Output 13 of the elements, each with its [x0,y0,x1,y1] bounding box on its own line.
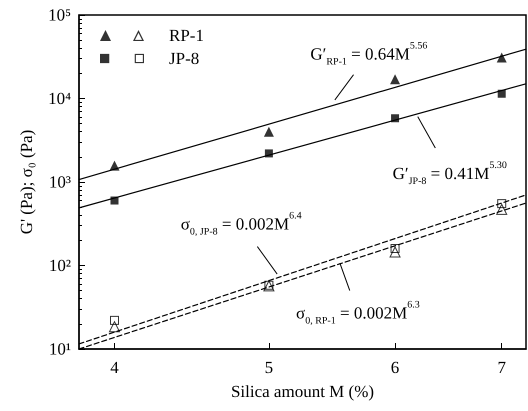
y-tick-label: 10¹ [48,340,71,358]
x-tick-label: 6 [390,358,400,377]
y-tick-label: 10² [48,256,71,275]
legend-label: JP-8 [169,49,200,68]
y-tick-label: 10³ [48,172,71,192]
legend-label: RP-1 [169,26,204,45]
y-tick-label: 10⁵ [48,6,72,24]
y-axis-title: G' (Pa); σ₀ (Pa) [17,130,36,234]
y-tick-label: 10⁴ [48,89,72,108]
x-tick-label: 7 [497,358,506,377]
x-axis-title: Silica amount M (%) [230,382,374,401]
x-tick-label: 5 [264,358,274,377]
x-tick-label: 4 [110,358,120,377]
